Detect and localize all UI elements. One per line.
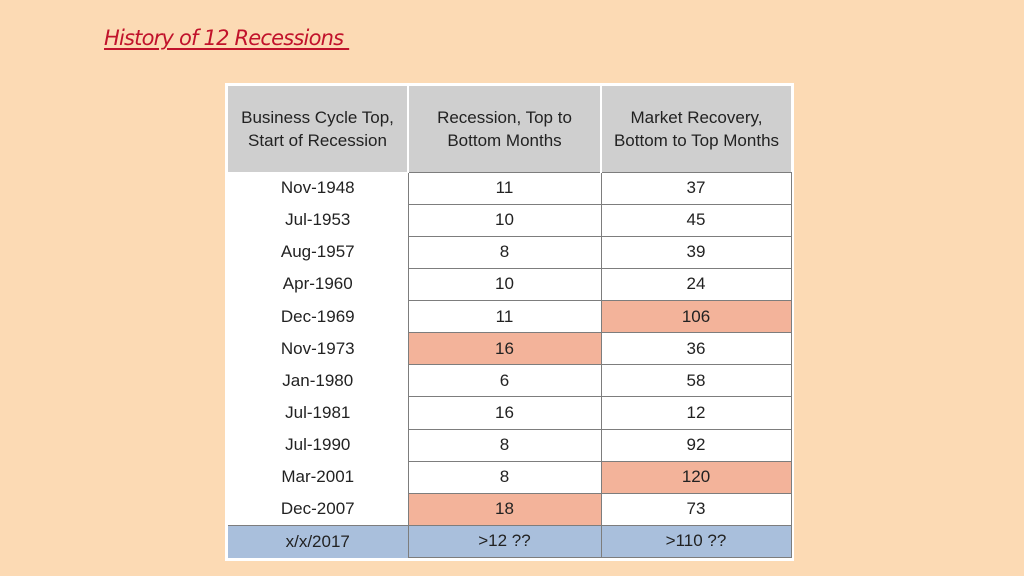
cell-recession-months: 8 bbox=[407, 235, 602, 269]
cell-recession-months: 18 bbox=[407, 492, 602, 526]
cell-recovery-months: 92 bbox=[600, 428, 792, 462]
table-row: Jul-1990 8 92 bbox=[228, 428, 792, 462]
cell-cycle-start: Jul-1990 bbox=[228, 429, 409, 462]
cell-recession-months: 8 bbox=[407, 460, 602, 494]
cell-cycle-start: Aug-1957 bbox=[228, 236, 409, 269]
cell-cycle-start: Dec-2007 bbox=[228, 493, 409, 526]
table-row: Dec-2007 18 73 bbox=[228, 492, 792, 526]
cell-recession-months: 11 bbox=[407, 171, 602, 205]
table-row: Jul-1981 16 12 bbox=[228, 396, 792, 430]
cell-cycle-start: Jan-1980 bbox=[228, 364, 409, 397]
table-footer-row: x/x/2017 >12 ?? >110 ?? bbox=[228, 524, 792, 559]
cell-recovery-months: 39 bbox=[600, 235, 792, 269]
table-row: Jan-1980 6 58 bbox=[228, 364, 792, 398]
cell-recovery-months: 120 bbox=[600, 460, 792, 494]
table-row: Mar-2001 8 120 bbox=[228, 460, 792, 494]
cell-recession-months: 16 bbox=[407, 332, 602, 366]
table-row: Nov-1973 16 36 bbox=[228, 332, 792, 366]
table-row: Apr-1960 10 24 bbox=[228, 267, 792, 302]
recessions-table-container: Business Cycle Top, Start of Recession R… bbox=[225, 83, 794, 561]
cell-cycle-start: Jul-1981 bbox=[228, 396, 409, 429]
cell-recovery-months: 58 bbox=[600, 364, 792, 398]
cell-cycle-start-footer: x/x/2017 bbox=[228, 524, 409, 558]
cell-cycle-start: Jul-1953 bbox=[228, 204, 409, 237]
cell-recession-months: 10 bbox=[407, 203, 602, 237]
table-row: Jul-1953 10 45 bbox=[228, 203, 792, 237]
column-header-recovery-months: Market Recovery, Bottom to Top Months bbox=[600, 86, 791, 172]
column-header-recession-months: Recession, Top to Bottom Months bbox=[407, 86, 601, 172]
cell-cycle-start: Nov-1948 bbox=[228, 172, 409, 205]
cell-recovery-months-footer: >110 ?? bbox=[600, 524, 792, 559]
cell-cycle-start: Dec-1969 bbox=[228, 300, 409, 333]
cell-recovery-months: 73 bbox=[600, 492, 792, 526]
column-header-cycle-top: Business Cycle Top, Start of Recession bbox=[228, 86, 408, 172]
table-row: Dec-1969 11 106 bbox=[228, 299, 792, 334]
table-row: Aug-1957 8 39 bbox=[228, 235, 792, 269]
recessions-table: Business Cycle Top, Start of Recession R… bbox=[228, 86, 792, 559]
table-row: Nov-1948 11 37 bbox=[228, 171, 792, 205]
slide-title: History of 12 Recessions bbox=[104, 26, 350, 50]
table-header-row: Business Cycle Top, Start of Recession R… bbox=[228, 86, 791, 172]
cell-recovery-months: 106 bbox=[600, 299, 792, 334]
cell-recovery-months: 24 bbox=[600, 267, 792, 302]
cell-recovery-months: 45 bbox=[600, 203, 792, 237]
cell-recession-months: 10 bbox=[407, 267, 602, 302]
cell-recession-months-footer: >12 ?? bbox=[407, 524, 602, 559]
cell-recession-months: 6 bbox=[407, 364, 602, 398]
cell-recovery-months: 36 bbox=[600, 332, 792, 366]
cell-recovery-months: 12 bbox=[600, 396, 792, 430]
cell-cycle-start: Mar-2001 bbox=[228, 461, 409, 494]
cell-recession-months: 16 bbox=[407, 396, 602, 430]
cell-recession-months: 8 bbox=[407, 428, 602, 462]
cell-recovery-months: 37 bbox=[600, 171, 792, 205]
cell-recession-months: 11 bbox=[407, 299, 602, 334]
cell-cycle-start: Nov-1973 bbox=[228, 332, 409, 365]
cell-cycle-start: Apr-1960 bbox=[228, 268, 409, 301]
table-body: Nov-1948 11 37 Jul-1953 10 45 Aug-1957 8 39 Apr-1… bbox=[228, 171, 792, 559]
